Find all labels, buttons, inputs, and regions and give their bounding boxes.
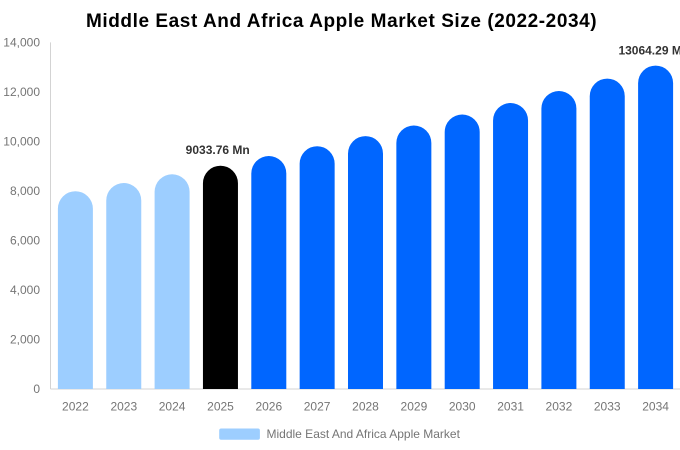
svg-text:2026: 2026 <box>255 400 282 414</box>
svg-text:8,000: 8,000 <box>10 184 40 198</box>
svg-text:13064.29 Mn: 13064.29 Mn <box>618 44 680 58</box>
svg-text:2029: 2029 <box>401 400 428 414</box>
svg-text:2030: 2030 <box>449 400 476 414</box>
svg-text:2023: 2023 <box>110 400 137 414</box>
svg-text:2024: 2024 <box>159 400 186 414</box>
svg-text:2022: 2022 <box>62 400 89 414</box>
svg-text:2027: 2027 <box>304 400 331 414</box>
svg-text:12,000: 12,000 <box>3 85 40 99</box>
svg-text:10,000: 10,000 <box>3 135 40 149</box>
svg-text:2031: 2031 <box>497 400 524 414</box>
svg-text:2028: 2028 <box>352 400 379 414</box>
svg-text:2025: 2025 <box>207 400 234 414</box>
svg-text:0: 0 <box>33 382 40 396</box>
svg-text:2,000: 2,000 <box>10 333 40 347</box>
svg-text:2034: 2034 <box>642 400 669 414</box>
svg-text:2033: 2033 <box>594 400 621 414</box>
svg-text:Middle East And Africa Apple M: Middle East And Africa Apple Market Size… <box>86 11 597 32</box>
svg-text:Middle East And Africa Apple M: Middle East And Africa Apple Market <box>267 427 461 441</box>
svg-text:14,000: 14,000 <box>3 36 40 50</box>
svg-text:4,000: 4,000 <box>10 283 40 297</box>
svg-text:2032: 2032 <box>546 400 573 414</box>
svg-text:9033.76 Mn: 9033.76 Mn <box>186 143 250 157</box>
svg-text:6,000: 6,000 <box>10 234 40 248</box>
